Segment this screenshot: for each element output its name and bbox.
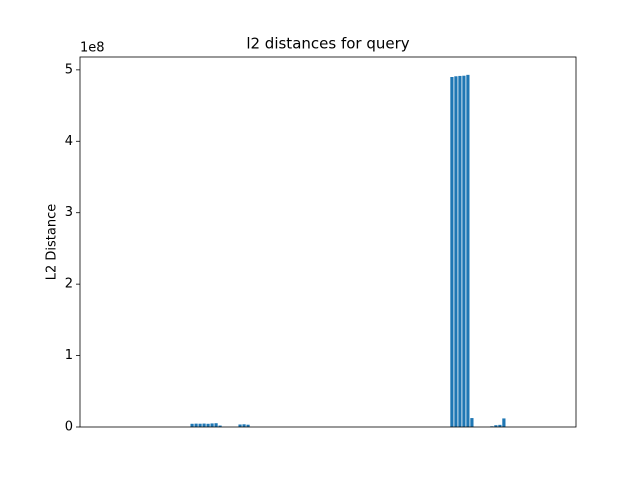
bar [242,424,246,427]
bar [206,423,210,427]
bar [454,76,458,428]
bar [210,423,214,427]
bar [190,423,194,427]
y-tick-label: 4 [65,134,73,149]
bar [458,75,462,427]
bar [246,424,250,427]
bar [494,425,498,427]
bar [218,425,222,427]
y-tick-label: 1 [65,348,73,363]
y-tick-label: 5 [65,62,73,77]
y-tick-label: 2 [65,277,73,292]
bar [194,423,198,427]
y-offset-label: 1e8 [80,41,105,56]
bar [214,423,218,427]
bar [198,423,202,427]
bar [502,418,506,427]
axes-frame [79,56,577,428]
bar [466,74,470,427]
bar [462,75,466,427]
bar [202,423,206,427]
bar [450,77,454,427]
bar [470,418,474,427]
y-tick-label: 3 [65,205,73,220]
y-axis-label: L2 Distance [45,204,60,281]
bar [238,424,242,427]
bar [498,424,502,427]
y-tick-label: 0 [65,420,73,435]
chart-title: l2 distances for query [246,35,409,53]
